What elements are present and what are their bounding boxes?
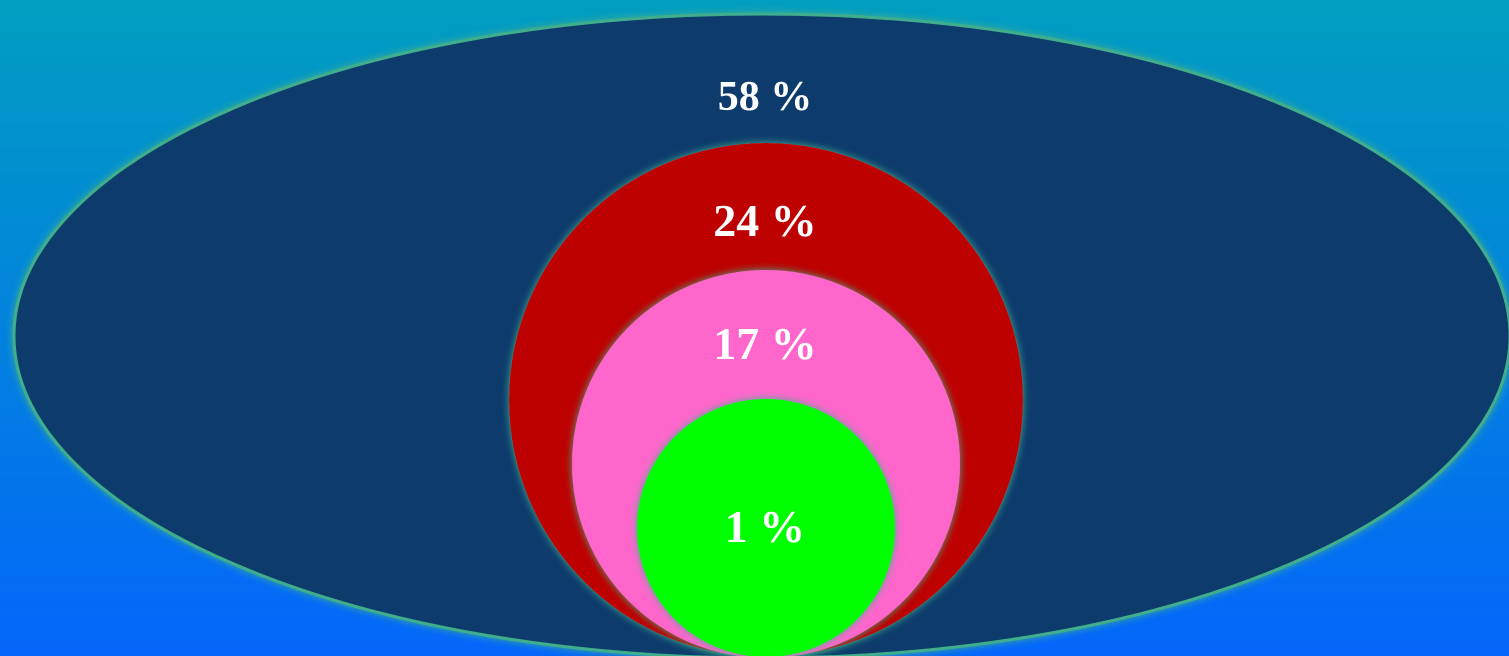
label-24: 24 %	[713, 195, 817, 246]
label-17: 17 %	[713, 318, 817, 369]
label-58: 58 %	[718, 74, 813, 120]
green-circle-1	[637, 399, 895, 656]
label-1: 1 %	[725, 501, 806, 552]
